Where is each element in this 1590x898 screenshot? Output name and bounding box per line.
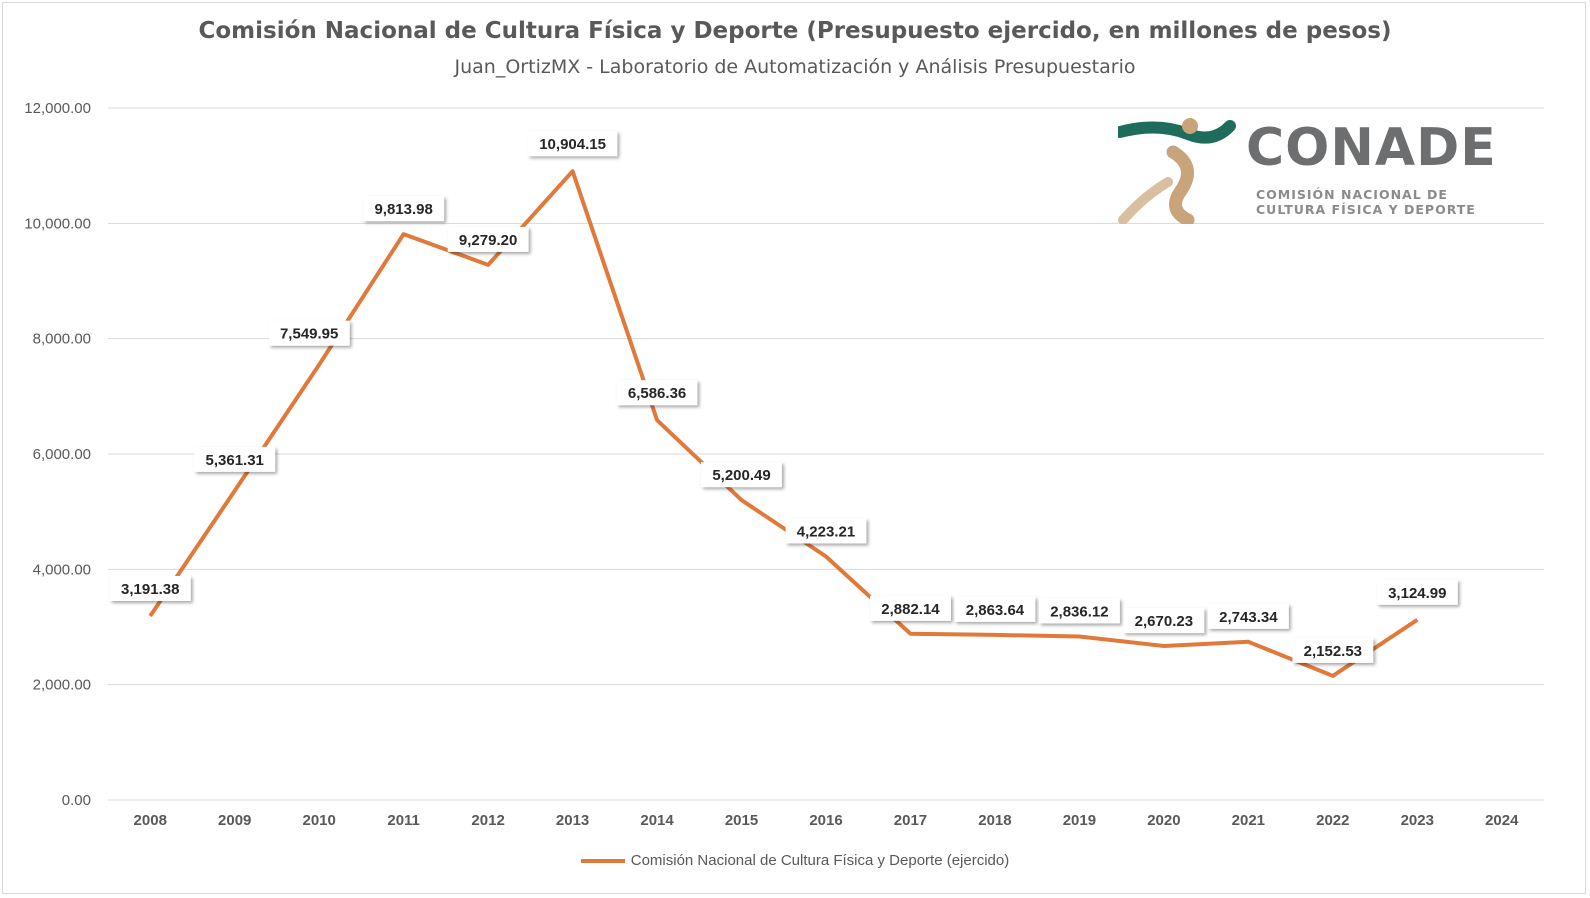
data-label: 5,361.31 [206,452,264,469]
x-tick-label: 2018 [978,812,1011,829]
legend-label: Comisión Nacional de Cultura Física y De… [630,852,1010,869]
x-tick-label: 2012 [471,812,504,829]
logo-subtitle-line1: COMISIÓN NACIONAL DE [1256,187,1448,202]
logo-subtitle-line2: CULTURA FÍSICA Y DEPORTE [1256,202,1476,217]
runner-icon [1114,118,1236,227]
x-tick-label: 2015 [725,812,758,829]
y-tick-label: 8,000.00 [33,331,91,348]
data-label-box [268,320,350,346]
data-label-box [447,226,529,252]
data-label-box [1207,603,1289,629]
data-label-box [1292,637,1374,663]
series-line [148,169,1419,678]
data-label: 4,223.21 [797,523,855,540]
legend: Comisión Nacional de Cultura Física y De… [0,852,1590,869]
x-tick-label: 2022 [1316,812,1349,829]
x-tick-label: 2008 [134,812,167,829]
y-tick-label: 4,000.00 [33,561,91,578]
x-tick-label: 2016 [809,812,842,829]
data-label: 2,882.14 [881,601,940,618]
conade-logo: CONADE COMISIÓN NACIONAL DE CULTURA FÍSI… [1114,112,1538,227]
data-label-box [363,196,445,222]
data-label-box [1123,608,1205,634]
chart-title: Comisión Nacional de Cultura Física y De… [198,18,1392,44]
data-label-box [1376,579,1458,605]
x-tick-label: 2024 [1485,812,1519,829]
x-tick-label: 2011 [387,812,420,829]
data-label: 2,743.34 [1219,609,1278,626]
data-label-box [527,131,618,157]
chart-subtitle: Juan_OrtizMX - Laboratorio de Automatiza… [454,56,1136,78]
data-label-box [785,518,867,544]
x-tick-label: 2019 [1063,812,1096,829]
data-label: 7,549.95 [280,326,338,343]
x-tick-label: 2014 [640,812,674,829]
data-label: 9,813.98 [374,201,432,218]
y-tick-label: 2,000.00 [33,677,91,694]
data-label: 9,279.20 [459,232,517,249]
y-tick-label: 12,000.00 [24,100,91,117]
data-label: 2,836.12 [1050,603,1108,620]
data-label-box [954,596,1036,622]
x-tick-label: 2009 [218,812,251,829]
y-tick-label: 0.00 [62,792,91,809]
data-label: 10,904.15 [539,136,606,153]
x-tick-label: 2020 [1147,812,1180,829]
x-tick-label: 2010 [302,812,335,829]
x-tick-label: 2021 [1232,812,1265,829]
data-label-box [194,446,276,472]
data-label: 2,152.53 [1304,643,1362,660]
data-label-box [109,575,191,601]
y-tick-label: 6,000.00 [33,446,91,463]
legend-swatch [580,858,625,863]
data-label: 2,670.23 [1135,613,1193,630]
data-label: 2,863.64 [966,602,1025,619]
data-label-box [616,380,698,406]
data-label: 3,191.38 [121,581,179,598]
data-label-box [1039,598,1120,624]
x-tick-label: 2023 [1401,812,1434,829]
x-tick-label: 2017 [894,812,927,829]
data-label-box [701,462,782,488]
x-tick-label: 2013 [556,812,589,829]
data-label: 6,586.36 [628,385,686,402]
data-label-box [870,595,951,621]
data-label: 3,124.99 [1388,585,1446,602]
logo-wordmark: CONADE [1246,118,1497,178]
data-label: 5,200.49 [712,467,770,484]
y-tick-label: 10,000.00 [24,215,91,232]
